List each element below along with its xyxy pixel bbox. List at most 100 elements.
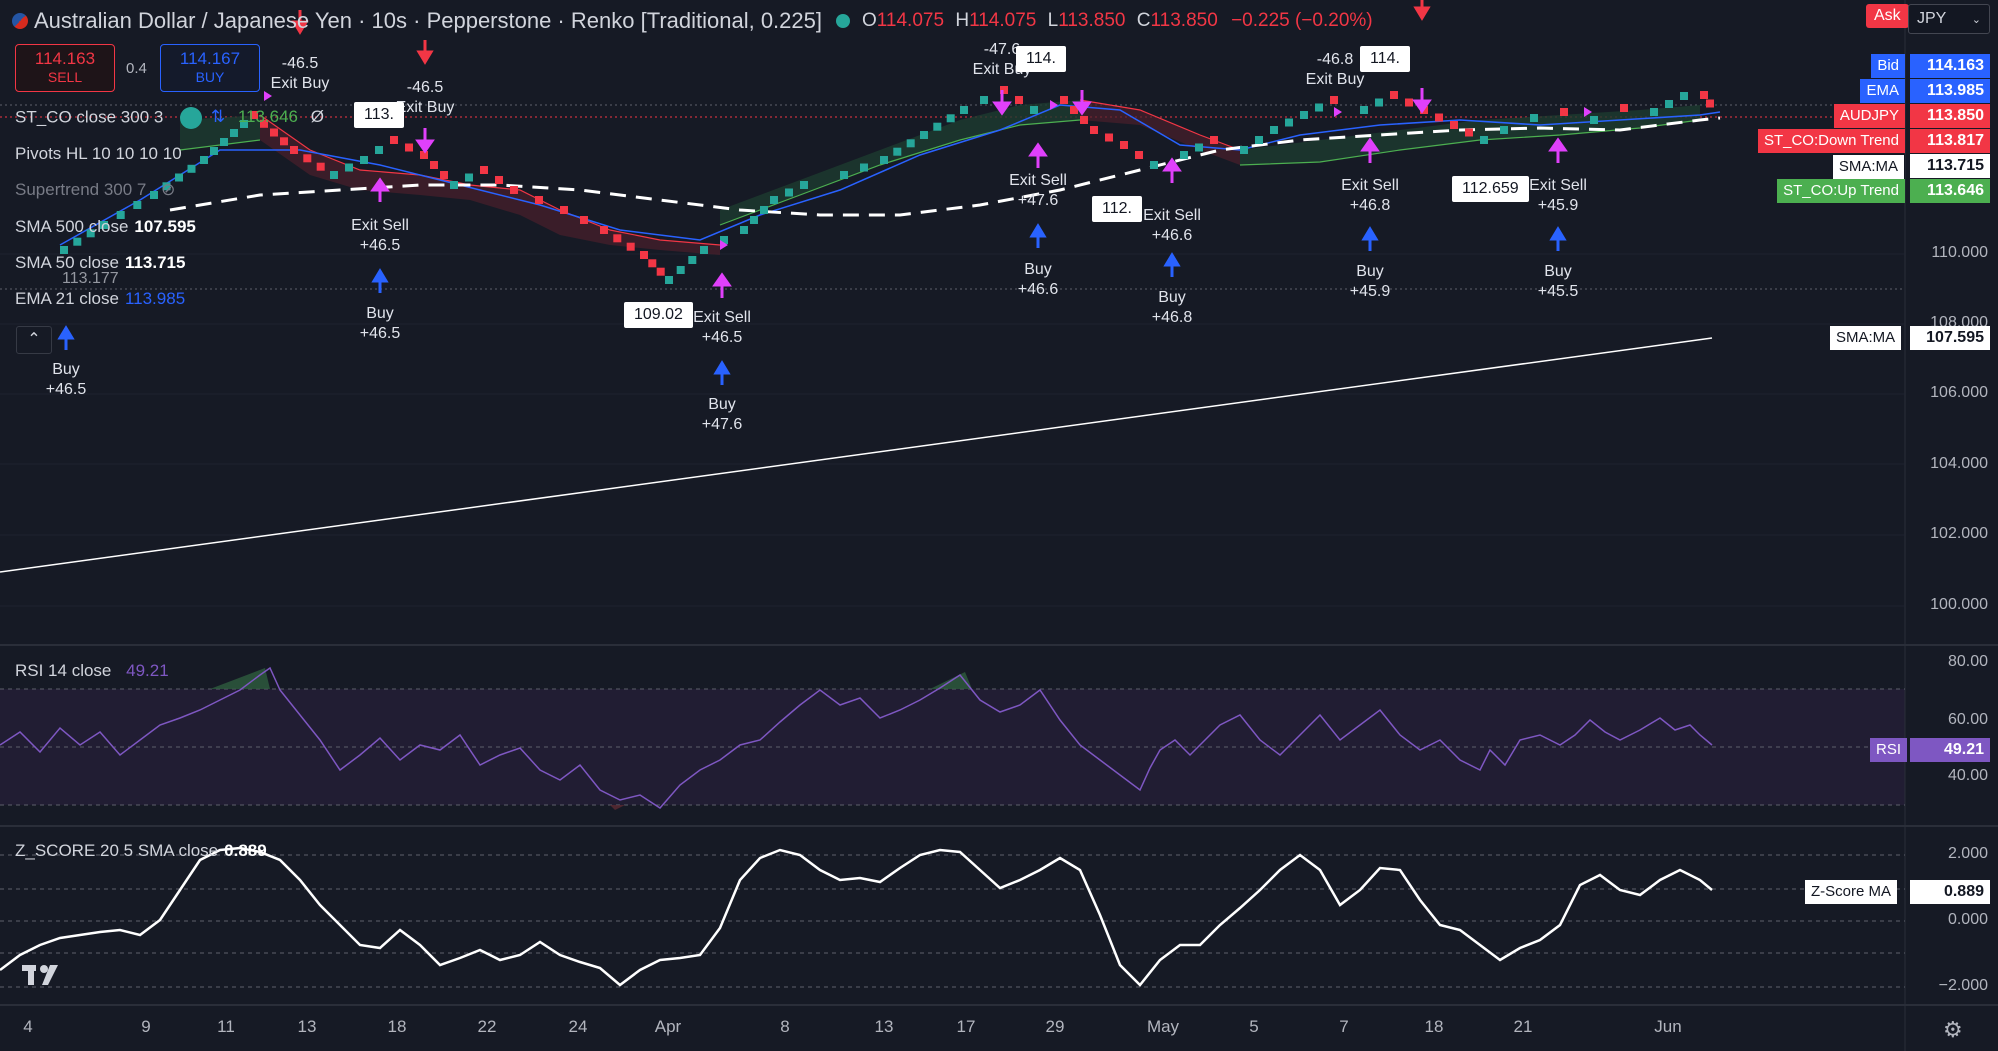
sell-button[interactable]: 114.163 SELL — [15, 44, 115, 92]
renko-brick — [375, 146, 383, 154]
renko-brick — [260, 119, 268, 128]
pivot-label: 112. — [1092, 196, 1142, 222]
ask-badge[interactable]: Ask — [1866, 4, 1909, 28]
gear-icon[interactable]: ⚙ — [1943, 1017, 1963, 1042]
sma500-tag-value: 107.595 — [1910, 326, 1990, 350]
time-axis-label: 8 — [780, 1017, 790, 1036]
price-axis-label: 110.000 — [1931, 244, 1988, 261]
renko-brick — [1210, 136, 1218, 144]
legend-zscore[interactable]: Z_SCORE 20 5 SMA close 0.889 — [15, 841, 267, 860]
pivot-label: 109.02 — [624, 302, 693, 328]
hidden-eye-icon[interactable]: ⊘ — [161, 180, 176, 199]
renko-brick — [1480, 136, 1488, 144]
time-axis-label: 21 — [1513, 1017, 1533, 1036]
renko-brick — [1450, 121, 1458, 129]
spread-value: 0.4 — [126, 60, 147, 77]
pivot-label: 114. — [1360, 46, 1410, 72]
renko-brick — [1530, 114, 1538, 122]
renko-brick — [760, 206, 768, 214]
renko-brick — [220, 138, 228, 146]
time-axis-label: 18 — [387, 1017, 407, 1036]
renko-brick — [1030, 106, 1038, 114]
renko-brick — [1060, 96, 1068, 104]
time-axis-label: 11 — [217, 1017, 235, 1036]
chevron-down-icon: ⌄ — [1971, 13, 1981, 26]
settings-icon[interactable]: ⇅ — [210, 107, 226, 127]
exit-buy-marker: -46.8 Exit Buy — [1305, 51, 1365, 88]
alert-icon[interactable] — [180, 107, 203, 129]
renko-bricks — [60, 86, 1714, 284]
renko-brick — [510, 186, 518, 194]
renko-brick — [1330, 96, 1338, 104]
price-tag-label: AUDJPY — [1833, 104, 1905, 128]
symbol-header[interactable]: Australian Dollar / Japanese Yen · 10s ·… — [12, 6, 1373, 36]
renko-brick — [280, 137, 288, 146]
renko-brick — [880, 156, 888, 164]
legend-ema21[interactable]: EMA 21 close 113.985 — [15, 289, 186, 308]
legend-sma50[interactable]: SMA 50 close 113.715 — [15, 253, 186, 272]
renko-brick — [430, 161, 438, 169]
buy-marker: Buy +46.6 — [1017, 261, 1059, 298]
tradingview-logo[interactable] — [22, 963, 66, 994]
price-tag-value: 113.715 — [1910, 154, 1990, 178]
time-axis-label: 17 — [956, 1017, 976, 1036]
collapse-legend-button[interactable]: ⌃ — [16, 326, 52, 354]
rsi-axis-label: 80.00 — [1947, 653, 1988, 670]
renko-brick — [560, 206, 568, 214]
time-axis-label: 13 — [297, 1017, 317, 1036]
renko-brick — [450, 181, 458, 189]
exit-buy-marker: -46.5 Exit Buy — [395, 79, 455, 116]
buy-button[interactable]: 114.167 BUY — [160, 44, 260, 92]
renko-brick — [1120, 141, 1128, 149]
renko-brick — [420, 151, 428, 159]
time-axis-label: 22 — [477, 1017, 497, 1036]
renko-brick — [1700, 91, 1708, 99]
renko-brick — [1360, 106, 1368, 114]
legend-sma500[interactable]: SMA 500 close 107.595 — [15, 217, 196, 236]
price-axis-label: 102.000 — [1930, 525, 1988, 542]
legend-pivots[interactable]: Pivots HL 10 10 10 10 — [15, 144, 182, 163]
renko-brick — [240, 120, 248, 128]
rsi-line — [0, 666, 1713, 809]
legend-rsi[interactable]: RSI 14 close 49.21 — [15, 661, 169, 680]
buy-marker: Buy +46.5 — [359, 305, 401, 342]
renko-brick — [676, 266, 685, 274]
exit-sell-marker: Exit Sell +47.6 — [1009, 172, 1067, 209]
renko-brick — [100, 221, 108, 229]
time-axis-label: 7 — [1339, 1017, 1349, 1036]
renko-brick — [405, 143, 413, 152]
price-tag-label: Bid — [1871, 54, 1905, 78]
renko-brick — [230, 129, 238, 137]
z-axis-label: 0.000 — [1947, 911, 1988, 928]
price-tag-value: 113.817 — [1910, 129, 1990, 153]
renko-brick — [688, 256, 697, 264]
renko-brick — [980, 96, 988, 104]
sell-label: SELL — [47, 69, 83, 85]
renko-brick — [1435, 113, 1443, 122]
renko-brick — [360, 156, 368, 164]
sell-price: 114.163 — [34, 49, 96, 68]
renko-brick — [116, 211, 125, 219]
renko-brick — [1590, 116, 1598, 124]
renko-brick — [613, 234, 622, 243]
price-tag-label: ST_CO:Up Trend — [1777, 179, 1905, 203]
legend-supertrend[interactable]: Supertrend 300 7 ⊘ — [15, 180, 176, 199]
rsi-axis-label: 40.00 — [1947, 767, 1988, 784]
sma500-tag-label: SMA:MA — [1830, 326, 1902, 350]
time-axis-label: Jun — [1654, 1017, 1682, 1036]
price-tag-label: EMA — [1860, 79, 1905, 103]
price-axis-label: 106.000 — [1930, 384, 1988, 401]
exit-sell-marker: Exit Sell +45.9 — [1529, 177, 1587, 214]
renko-brick — [330, 171, 338, 179]
rsi-axis-label: 60.00 — [1947, 711, 1988, 728]
time-axis-label: 4 — [23, 1017, 33, 1036]
renko-brick — [1680, 92, 1688, 100]
buy-price: 114.167 — [179, 49, 241, 68]
currency-select[interactable]: JPY ⌄ — [1908, 4, 1990, 34]
price-tag-value: 114.163 — [1910, 54, 1990, 78]
renko-brick — [1620, 104, 1628, 112]
renko-brick — [200, 156, 208, 164]
time-axis-label: 13 — [874, 1017, 894, 1036]
legend-st-co[interactable]: ST_CO close 300 3 ⇅ 113.646 Ø — [15, 107, 324, 129]
